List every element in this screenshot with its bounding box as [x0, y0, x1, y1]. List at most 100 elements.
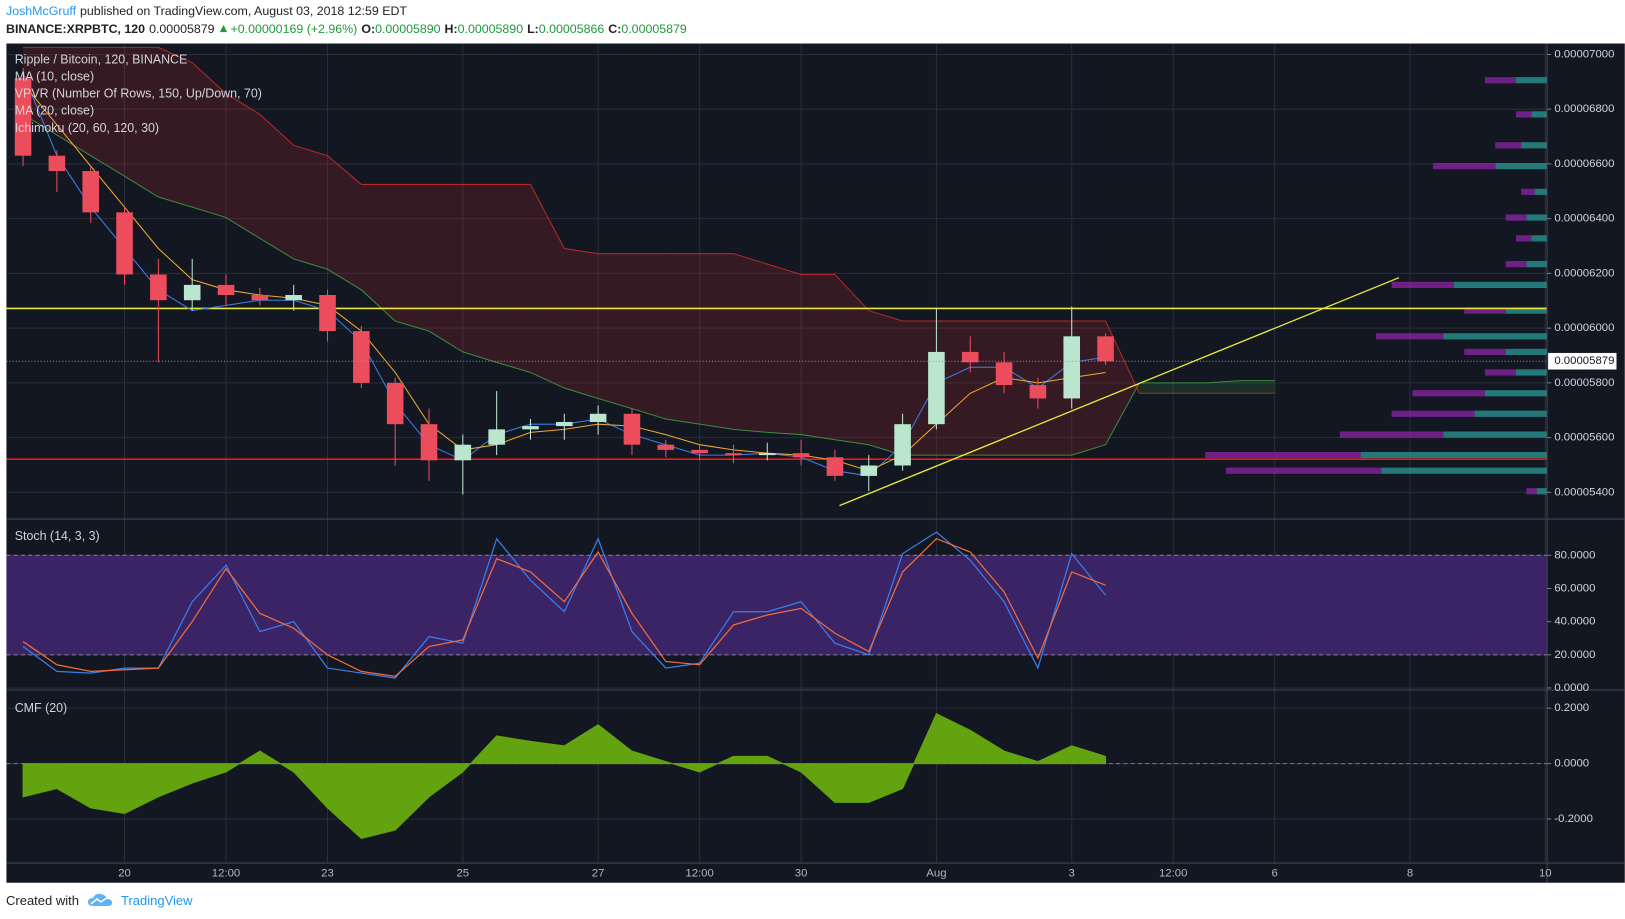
- candle-body: [319, 295, 336, 332]
- vpvr-down: [1391, 281, 1454, 288]
- candle-body: [251, 295, 269, 301]
- pane-title: CMF (20): [15, 701, 67, 715]
- x-tick-label: 12:00: [685, 867, 713, 879]
- cloud-fill: [1105, 321, 1140, 445]
- cloud-fill: [631, 253, 666, 419]
- vpvr-down: [1526, 488, 1537, 495]
- cloud-fill: [598, 253, 632, 409]
- candle-body: [353, 331, 370, 383]
- cloud-fill: [801, 274, 835, 440]
- vpvr-down: [1205, 451, 1361, 459]
- vpvr-down: [1433, 163, 1496, 170]
- author[interactable]: JoshMcGruff: [6, 4, 77, 18]
- candle-body: [454, 444, 472, 461]
- change: +0.00000169 (+2.96%): [230, 22, 358, 36]
- cloud-fill: [564, 248, 599, 399]
- trend-line: [839, 277, 1400, 507]
- x-tick-label: 27: [592, 867, 605, 879]
- cloud-fill: [1139, 382, 1174, 394]
- ohlc-value: 0.00005890: [457, 22, 524, 36]
- vpvr-up: [1495, 163, 1548, 170]
- ohlc-value: 0.00005866: [538, 22, 605, 36]
- vpvr-down: [1225, 467, 1382, 474]
- candle-body: [150, 274, 167, 301]
- candle-body: [14, 78, 32, 156]
- cloud-fill: [1173, 382, 1208, 394]
- vpvr-down: [1505, 260, 1527, 268]
- brand[interactable]: TradingView: [120, 892, 193, 908]
- symbol: BINANCE:XRPBTC, 120: [6, 22, 146, 36]
- cloud-fill: [428, 184, 463, 352]
- cloud-fill: [699, 253, 734, 430]
- vpvr-down: [1391, 410, 1475, 417]
- candle-body: [657, 444, 675, 450]
- candle-body: [48, 155, 66, 172]
- candle-body: [522, 426, 539, 430]
- candle-body: [860, 465, 878, 476]
- vpvr-up: [1526, 214, 1548, 221]
- last-price-box: [1548, 352, 1617, 370]
- cloud-fill: [496, 184, 531, 373]
- ohlc-value: 0.00005890: [375, 22, 441, 36]
- span-a: [22, 113, 1275, 456]
- vpvr-down: [1339, 431, 1444, 438]
- candle-body: [961, 351, 979, 363]
- vpvr-down: [1464, 307, 1506, 314]
- x-tick-label: Aug: [926, 867, 946, 879]
- candle-body: [1097, 336, 1114, 362]
- cmf-area: [22, 713, 1107, 839]
- vpvr-down: [1484, 77, 1516, 84]
- y-tick-label: 80.0000: [1554, 549, 1595, 561]
- cloud-fill: [124, 47, 159, 198]
- span-b: [23, 46, 1275, 394]
- created-with: Created with: [6, 892, 79, 908]
- cloud-fill: [327, 155, 362, 290]
- vpvr-up: [1531, 235, 1548, 242]
- y-tick-label: 0.00006000: [1554, 322, 1614, 334]
- ohlc-key: O:: [361, 22, 376, 36]
- cloud-fill: [361, 184, 396, 322]
- x-tick-label: 12:00: [212, 867, 240, 879]
- ohlc-key: L:: [527, 22, 539, 36]
- y-tick-label: -0.2000: [1554, 813, 1593, 825]
- y-tick-label: 20.0000: [1554, 649, 1595, 661]
- ohlc-key: H:: [444, 22, 458, 36]
- published: published on TradingView.com, August 03,…: [80, 4, 407, 18]
- vpvr-up: [1360, 451, 1548, 459]
- stoch-line: [22, 531, 1107, 679]
- cloud-fill: [90, 47, 125, 177]
- y-tick-label: 0.00007000: [1554, 48, 1614, 60]
- vpvr-down: [1515, 111, 1532, 118]
- cloud-fill: [293, 145, 328, 270]
- y-tick-label: 0.00006800: [1554, 103, 1614, 115]
- y-tick-label: 0.2000: [1554, 702, 1589, 714]
- y-tick-label: 0.00005600: [1554, 432, 1614, 444]
- vpvr-down: [1464, 348, 1506, 356]
- vpvr-up: [1443, 333, 1548, 340]
- vpvr-down: [1484, 369, 1516, 376]
- cloud-fill: [834, 274, 869, 445]
- vpvr-up: [1484, 390, 1548, 397]
- up-arrow: [219, 24, 227, 33]
- candle-body: [183, 284, 201, 301]
- stoch-line: [22, 538, 1106, 678]
- legend-entry: MA (10, close): [15, 69, 94, 83]
- candle-body: [894, 424, 911, 466]
- y-tick-label: 0.0000: [1554, 682, 1589, 694]
- vpvr-up: [1534, 188, 1548, 195]
- header-line: JoshMcGruff published on TradingView.com,…: [6, 4, 411, 18]
- x-tick-label: 8: [1407, 867, 1413, 879]
- header-line: BINANCE:XRPBTC, 120 0.00005879 +0.00000169…: [6, 22, 691, 36]
- cloud-fill: [868, 310, 903, 456]
- cloud-fill: [395, 184, 429, 332]
- vpvr-up: [1521, 142, 1548, 149]
- cloud-fill: [23, 47, 57, 135]
- logo: [87, 893, 112, 906]
- cloud-fill: [259, 114, 294, 259]
- candle-body: [1029, 385, 1047, 399]
- x-tick-label: 23: [321, 867, 334, 879]
- cloud-fill: [1004, 321, 1038, 456]
- y-tick-label: 60.0000: [1554, 582, 1595, 594]
- candle-body: [285, 295, 302, 301]
